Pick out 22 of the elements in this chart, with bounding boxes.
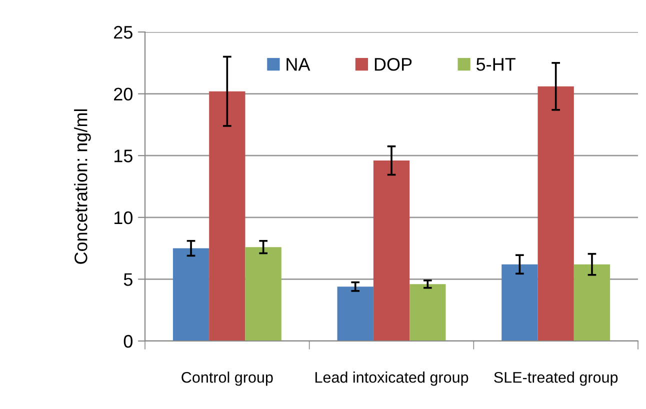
bar — [337, 286, 374, 341]
bar — [502, 264, 538, 341]
bar — [538, 86, 574, 341]
y-tick-label: 20 — [114, 88, 132, 101]
x-tick-label: Lead intoxicated group — [315, 372, 468, 386]
bar — [172, 248, 210, 341]
bar — [373, 160, 410, 341]
y-tick-label: 5 — [124, 273, 132, 286]
legend-label: DOP — [374, 58, 412, 71]
x-tick-label: Control group — [182, 372, 273, 386]
bar — [410, 284, 446, 341]
bar — [574, 264, 610, 341]
bar — [245, 247, 282, 341]
y-tick-label: 25 — [114, 26, 132, 39]
bar — [209, 91, 246, 341]
x-tick-label: SLE-treated group — [494, 372, 618, 386]
y-tick-label: 15 — [114, 150, 132, 162]
legend-label: 5-HT — [476, 58, 516, 71]
y-tick-label: 0 — [124, 334, 132, 348]
y-tick-label: 10 — [114, 211, 132, 224]
y-axis-title: Concetration: ng/ml — [74, 109, 91, 264]
legend-label: NA — [286, 58, 310, 71]
